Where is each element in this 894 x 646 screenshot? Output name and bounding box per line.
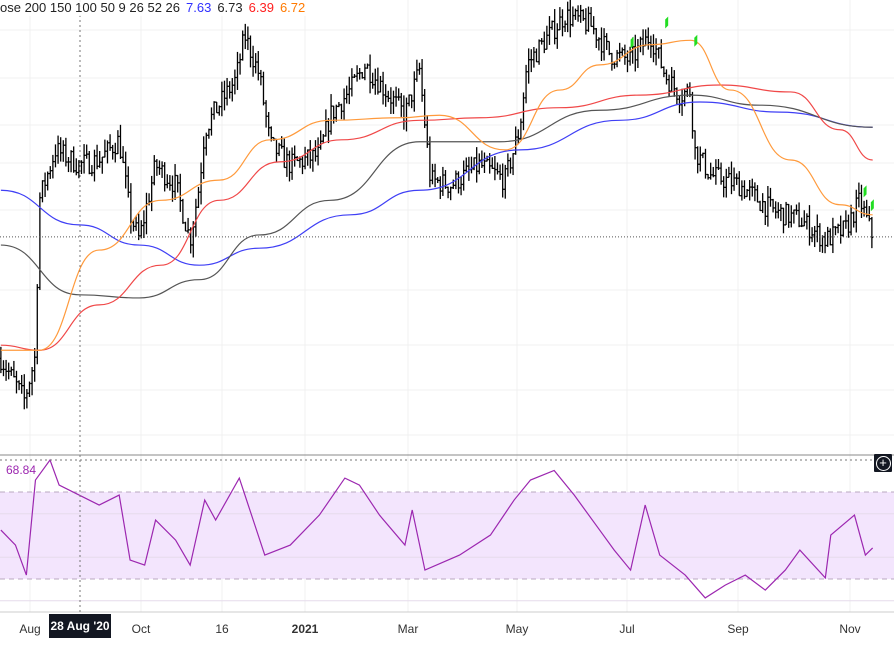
x-tick-nov: Nov <box>839 622 861 636</box>
x-tick-oct: Oct <box>131 622 151 636</box>
crosshair-date-label: 28 Aug '20 <box>49 614 111 638</box>
rsi-value-label: 68.84 <box>6 463 37 477</box>
indicator-legend: ose 200 150 100 50 9 26 52 26 7.63 6.73 … <box>0 0 310 16</box>
legend-value-ma200: 7.63 <box>186 0 212 15</box>
signal-marker <box>863 185 867 198</box>
ma-line-150 <box>0 94 873 299</box>
plus-circle-icon: + <box>875 456 891 471</box>
signal-marker <box>870 199 874 212</box>
signal-marker <box>630 36 634 49</box>
x-tick-may: May <box>505 622 529 636</box>
x-tick-2021: 2021 <box>291 622 319 636</box>
x-tick-mar: Mar <box>397 622 419 636</box>
legend-value-ma100: 6.39 <box>248 0 274 15</box>
x-tick-16: 16 <box>215 622 229 636</box>
ma-line-50 <box>0 39 873 351</box>
legend-value-ma150: 6.73 <box>217 0 243 15</box>
rsi-band <box>0 492 894 579</box>
rsi-line <box>0 458 874 599</box>
ma-line-100 <box>0 84 873 351</box>
x-tick-jul: Jul <box>619 622 635 636</box>
legend-value-ma50: 6.72 <box>279 0 306 15</box>
add-button[interactable]: + <box>874 454 892 472</box>
signal-marker <box>694 34 698 47</box>
ma-line-200 <box>0 101 873 266</box>
x-tick-aug: Aug <box>19 622 41 636</box>
x-tick-sep: Sep <box>727 622 749 636</box>
signal-marker <box>665 16 669 29</box>
legend-label: ose 200 150 100 50 9 26 52 26 <box>0 0 180 15</box>
